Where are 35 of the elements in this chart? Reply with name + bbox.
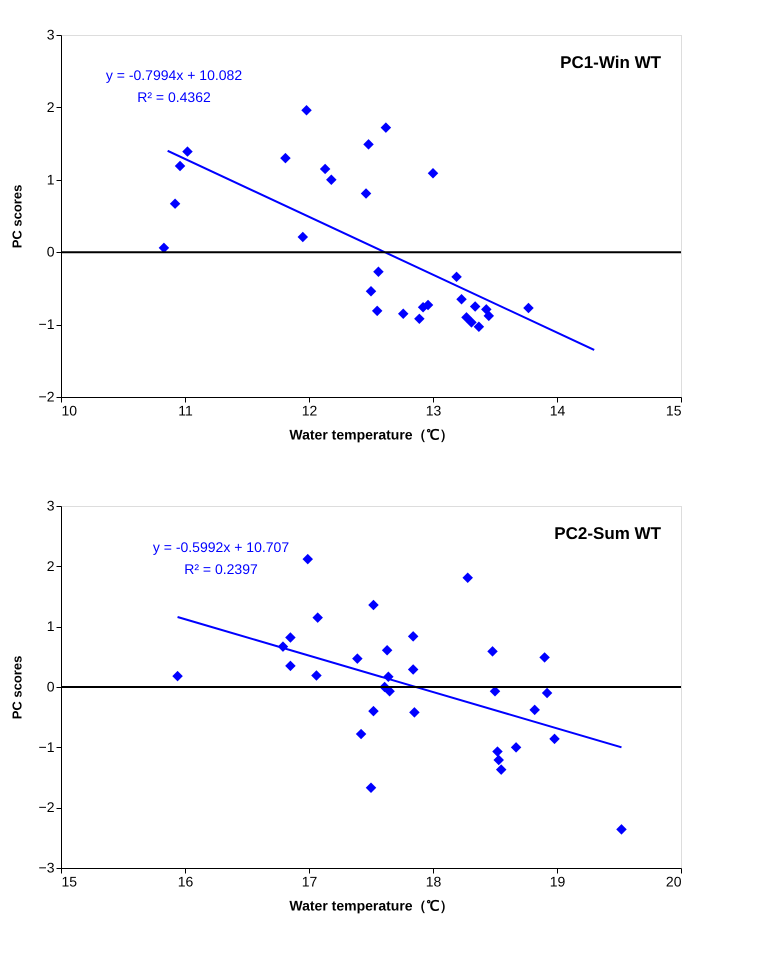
y-tick-label: 3 [46, 26, 55, 42]
y-tick-label: −2 [38, 799, 55, 816]
annotation: R² = 0.4362 [137, 89, 211, 105]
annotation: y = -0.7994x + 10.082 [106, 67, 242, 83]
y-tick-label: 0 [46, 244, 55, 260]
text: PC2-Sum WT [554, 524, 662, 543]
y-tick-label: 1 [46, 171, 55, 188]
x-axis-title: Water temperature（℃） [289, 898, 454, 914]
x-tick-label: 15 [666, 402, 682, 418]
x-tick-label: 12 [302, 402, 318, 418]
y-tick-label: −1 [38, 738, 55, 755]
y-tick-label: −1 [38, 316, 55, 332]
annotation: y = -0.5992x + 10.707 [152, 539, 290, 555]
x-tick-label: 15 [62, 874, 78, 890]
x-tick-label: 19 [550, 874, 566, 890]
y-tick-label: −2 [38, 388, 55, 404]
y-axis-title: PC scores [10, 184, 25, 248]
y-tick-label: 3 [46, 498, 55, 514]
text: PC1-Win WT [560, 53, 662, 72]
x-tick-label: 17 [302, 874, 318, 890]
annotation: R² = 0.2397 [184, 561, 258, 577]
y-tick-label: 0 [46, 678, 55, 694]
x-tick-label: 18 [426, 874, 442, 890]
x-tick-label: 20 [666, 874, 682, 890]
y-tick-label: 2 [46, 558, 55, 574]
x-tick-label: 13 [426, 402, 442, 418]
x-tick-label: 10 [62, 402, 78, 418]
x-axis-title: Water temperature（℃） [289, 426, 454, 442]
x-tick-label: 14 [550, 402, 566, 418]
x-tick-label: 11 [178, 402, 193, 418]
y-tick-label: 1 [46, 618, 55, 634]
x-tick-label: 16 [178, 874, 194, 890]
y-axis-title: PC scores [10, 656, 25, 720]
y-tick-label: −3 [38, 860, 55, 876]
y-tick-label: 2 [46, 98, 55, 115]
